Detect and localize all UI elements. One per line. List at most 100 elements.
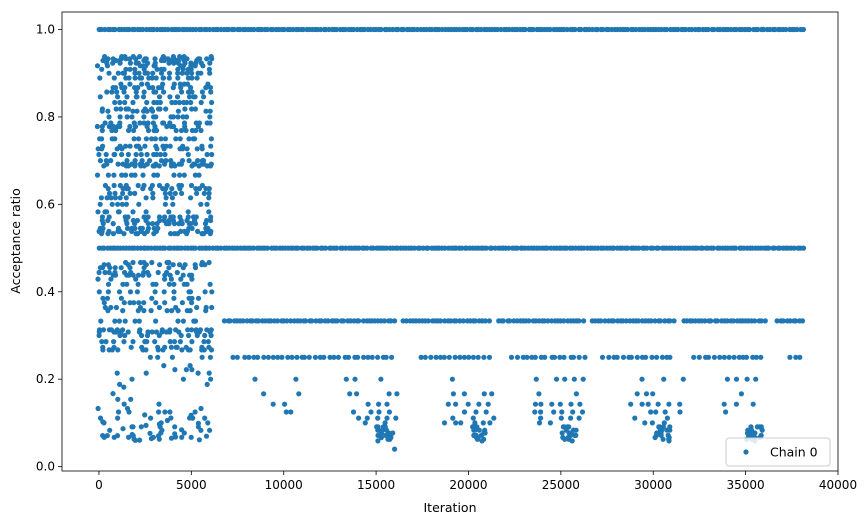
data-point: [255, 354, 261, 360]
data-point: [645, 401, 651, 407]
data-point: [152, 339, 158, 345]
data-point: [156, 421, 162, 427]
data-point: [196, 120, 202, 126]
data-point: [162, 151, 168, 158]
data-point: [167, 94, 173, 100]
legend-label-chain-0: Chain 0: [770, 445, 818, 460]
data-point: [162, 276, 168, 282]
data-point: [137, 327, 143, 333]
data-point: [136, 143, 142, 149]
data-point: [577, 401, 583, 407]
data-point: [120, 308, 126, 314]
data-point: [159, 327, 165, 333]
data-point: [198, 201, 204, 207]
data-point: [94, 63, 101, 69]
data-point: [294, 354, 300, 360]
data-point: [189, 367, 195, 373]
data-point: [178, 85, 184, 91]
data-point: [265, 354, 271, 360]
data-point: [111, 182, 117, 189]
data-point: [144, 99, 150, 106]
data-point: [208, 347, 215, 353]
data-point: [165, 26, 171, 33]
data-point: [137, 120, 143, 126]
data-point: [636, 245, 642, 251]
data-point: [150, 108, 156, 114]
data-point: [170, 201, 176, 207]
data-point: [282, 401, 288, 407]
data-point: [165, 56, 171, 62]
data-point: [576, 415, 582, 421]
data-point: [738, 391, 745, 397]
data-point: [130, 272, 136, 278]
data-point: [189, 75, 195, 81]
data-point: [203, 85, 209, 91]
data-point: [133, 89, 139, 95]
data-point: [480, 420, 486, 426]
data-point: [475, 354, 481, 360]
data-point: [489, 391, 495, 397]
data-point: [192, 262, 198, 268]
y-axis-label: Acceptance ratio: [8, 188, 23, 294]
data-point: [787, 318, 793, 324]
data-point: [428, 354, 434, 360]
data-point: [116, 318, 122, 324]
data-point: [188, 99, 194, 106]
data-point: [167, 327, 173, 333]
data-point: [196, 163, 202, 169]
data-point: [172, 99, 178, 106]
data-point: [551, 409, 557, 415]
data-point: [182, 262, 188, 268]
data-point: [136, 318, 142, 324]
data-point: [97, 415, 104, 421]
data-point: [677, 401, 683, 407]
data-point: [137, 54, 143, 60]
data-point: [140, 26, 146, 33]
data-point: [251, 26, 257, 33]
data-point: [127, 81, 133, 87]
data-point: [323, 245, 329, 251]
x-axis-label: Iteration: [423, 500, 476, 515]
data-point: [150, 195, 156, 201]
data-point: [141, 182, 147, 189]
data-point: [227, 318, 233, 324]
data-point: [127, 289, 134, 295]
data-point: [129, 431, 135, 438]
data-point: [184, 99, 190, 106]
data-point: [671, 318, 677, 324]
data-point: [174, 344, 180, 350]
data-point: [561, 354, 567, 360]
data-point: [664, 415, 671, 421]
data-point: [733, 376, 740, 382]
data-point: [123, 195, 129, 201]
data-point: [343, 376, 349, 382]
data-point: [571, 376, 577, 382]
data-point: [199, 182, 205, 189]
data-point: [153, 329, 160, 335]
data-point: [255, 318, 262, 324]
data-point: [197, 56, 203, 62]
data-point: [110, 391, 116, 397]
data-point: [347, 391, 353, 397]
data-point: [175, 114, 181, 120]
data-point: [793, 318, 799, 324]
data-point: [130, 99, 136, 106]
data-point: [171, 281, 177, 287]
data-point: [173, 127, 179, 134]
data-point: [132, 70, 138, 76]
data-point: [365, 401, 371, 407]
data-point: [457, 354, 463, 360]
data-point: [507, 318, 513, 324]
data-point: [750, 401, 756, 407]
data-point: [148, 415, 154, 421]
data-point: [185, 81, 191, 87]
data-point: [113, 127, 119, 134]
data-point: [208, 89, 214, 95]
data-point: [136, 201, 142, 207]
legend-marker: [743, 449, 749, 455]
data-point: [333, 26, 340, 33]
data-point: [533, 376, 539, 382]
data-point: [481, 354, 487, 360]
data-point: [99, 136, 105, 142]
data-point: [125, 106, 131, 112]
